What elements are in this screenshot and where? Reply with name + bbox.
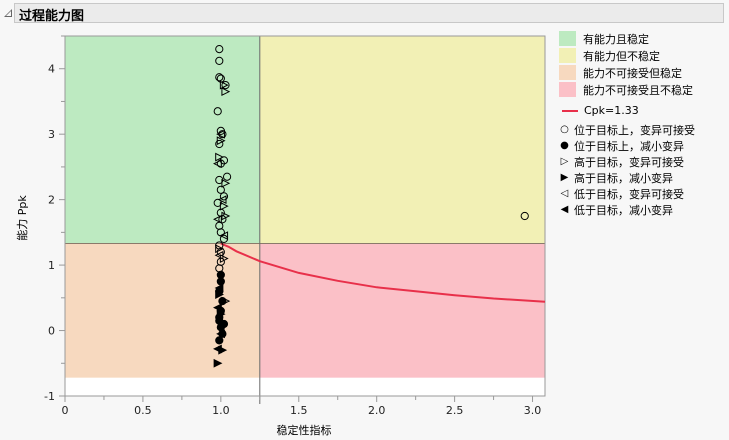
legend-item-capable-unstable: 有能力但不稳定	[559, 47, 695, 64]
open-triangle-right-marker	[219, 201, 229, 211]
region-incapable-unstable	[259, 243, 545, 378]
region-capable-stable	[65, 36, 260, 244]
filled-triangle-right-icon: ▶	[560, 172, 569, 183]
open-triangle-right-marker	[219, 254, 229, 263]
x-tick-label: 3.0	[524, 404, 542, 417]
open-triangle-left-marker	[214, 250, 224, 260]
open-triangle-right-marker	[221, 178, 231, 188]
open-circle-marker	[219, 192, 229, 201]
x-tick-label: 2.0	[368, 404, 386, 417]
open-circle-icon: ○	[560, 124, 569, 135]
legend-item-incapable-unstable: 能力不可接受且不稳定	[559, 81, 695, 98]
legend-marker-above-target-reduce: ▶ 高于目标，减小变异	[560, 172, 673, 185]
open-circle-marker	[520, 211, 529, 221]
x-tick-label: 0	[62, 404, 69, 417]
disclosure-triangle-icon[interactable]	[4, 9, 12, 17]
y-tick-label: 0	[48, 325, 55, 338]
filled-circle-marker	[219, 319, 229, 329]
open-circle-marker	[215, 44, 224, 54]
open-triangle-left-icon: ◁	[560, 188, 569, 199]
y-tick-label: -1	[44, 390, 55, 403]
filled-circle-icon: ●	[560, 140, 569, 151]
open-triangle-left-marker	[213, 159, 222, 169]
filled-triangle-left-icon: ◀	[560, 204, 569, 215]
swatch-yellow	[559, 48, 576, 63]
x-tick-label: 1.0	[212, 404, 230, 417]
open-triangle-left-marker	[216, 129, 225, 139]
filled-circle-marker	[215, 336, 224, 345]
legend-item-cpk-curve: Cpk=1.33	[559, 102, 695, 119]
legend-marker-above-target-ok: ▷ 高于目标，变异可接受	[560, 156, 684, 169]
open-circle-marker	[213, 107, 222, 116]
filled-triangle-right-marker	[215, 290, 225, 299]
legend-marker-on-target-ok: ○ 位于目标上，变异可接受	[560, 124, 695, 137]
plot-frame	[64, 35, 546, 397]
open-triangle-right-marker	[221, 211, 231, 221]
filled-triangle-left-marker	[213, 344, 222, 354]
legend-marker-below-target-ok: ◁ 低于目标，变异可接受	[560, 188, 684, 201]
legend-item-incapable-stable: 能力不可接受但稳定	[559, 64, 695, 81]
open-circle-marker	[218, 130, 227, 139]
y-axis-label: 能力 Ppk	[16, 195, 29, 241]
red-line-icon	[562, 109, 578, 112]
open-circle-marker	[216, 185, 225, 194]
y-tick-label: 3	[48, 128, 55, 141]
legend-marker-below-target-reduce: ◀ 低于目标，减小变异	[560, 204, 673, 217]
x-axis-label: 稳定性指标	[276, 424, 332, 437]
open-triangle-left-marker	[217, 195, 227, 205]
open-circle-marker	[215, 139, 224, 149]
x-tick-label: 1.5	[290, 404, 308, 417]
filled-triangle-left-marker	[214, 283, 224, 293]
x-tick-label: 0.5	[134, 404, 152, 417]
y-tick-label: 1	[48, 259, 55, 272]
open-triangle-right-icon: ▷	[560, 156, 569, 167]
y-tick-label: 2	[48, 194, 55, 207]
swatch-pink	[559, 82, 576, 97]
open-triangle-left-marker	[219, 231, 229, 241]
open-circle-marker	[222, 172, 232, 181]
cpk-curve	[220, 242, 546, 303]
filled-triangle-right-marker	[213, 358, 223, 368]
open-circle-marker	[221, 80, 230, 90]
open-circle-marker	[215, 73, 224, 82]
filled-circle-marker	[216, 270, 225, 280]
open-triangle-right-marker	[215, 152, 225, 162]
y-tick-label: 4	[48, 63, 55, 76]
legend-item-capable-stable: 有能力且稳定	[559, 30, 695, 47]
swatch-green	[559, 31, 576, 46]
section-header[interactable]: 过程能力图	[4, 3, 724, 24]
open-triangle-right-marker	[221, 87, 231, 97]
open-triangle-left-marker	[213, 214, 222, 224]
legend-marker-on-target-reduce: ● 位于目标上，减小变异	[560, 140, 684, 153]
region-incapable-stable	[65, 243, 260, 378]
open-circle-marker	[215, 56, 224, 65]
filled-triangle-left-marker	[213, 303, 222, 313]
open-triangle-right-marker	[219, 80, 229, 90]
open-triangle-right-marker	[221, 296, 231, 306]
open-triangle-right-marker	[216, 136, 226, 146]
section-title: 过程能力图	[19, 9, 85, 24]
legend: 有能力且稳定 有能力但不稳定 能力不可接受但稳定 能力不可接受且不稳定 Cpk=…	[559, 30, 695, 218]
swatch-orange	[559, 65, 576, 80]
filled-triangle-left-marker	[216, 329, 225, 339]
filled-triangle-right-marker	[216, 309, 226, 319]
x-tick-label: 2.5	[446, 404, 464, 417]
open-triangle-right-marker	[215, 244, 225, 254]
region-capable-unstable	[259, 36, 545, 244]
